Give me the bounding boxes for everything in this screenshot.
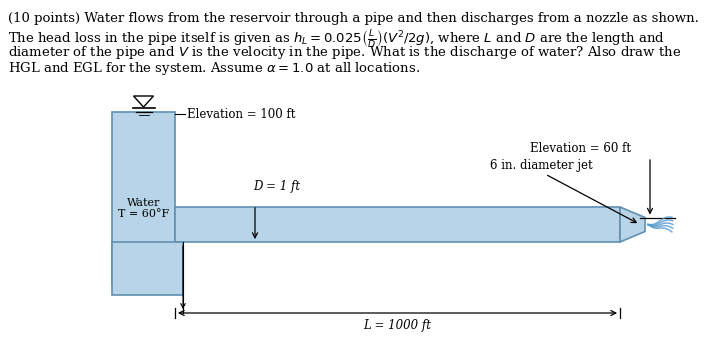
Text: (10 points) Water flows from the reservoir through a pipe and then discharges fr: (10 points) Water flows from the reservo… [8,12,699,25]
Text: Elevation = 100 ft: Elevation = 100 ft [187,107,295,120]
Bar [112,112,175,285]
Bar [175,207,620,242]
Polygon shape [620,207,645,242]
Text: D = 1 ft: D = 1 ft [253,180,300,193]
Text: L = 1000 ft: L = 1000 ft [364,319,431,332]
Bar [112,242,183,295]
Text: Elevation = 60 ft: Elevation = 60 ft [530,142,631,155]
Text: The head loss in the pipe itself is given as $h_L = 0.025\left(\frac{L}{D}\right: The head loss in the pipe itself is give… [8,28,665,50]
Text: Water
T = 60°F: Water T = 60°F [118,198,169,219]
Text: 6 in. diameter jet: 6 in. diameter jet [490,159,593,172]
Text: diameter of the pipe and $V$ is the velocity in the pipe. What is the discharge : diameter of the pipe and $V$ is the velo… [8,44,682,61]
Polygon shape [133,96,153,107]
Text: HGL and EGL for the system. Assume $\alpha = 1.0$ at all locations.: HGL and EGL for the system. Assume $\alp… [8,60,420,77]
